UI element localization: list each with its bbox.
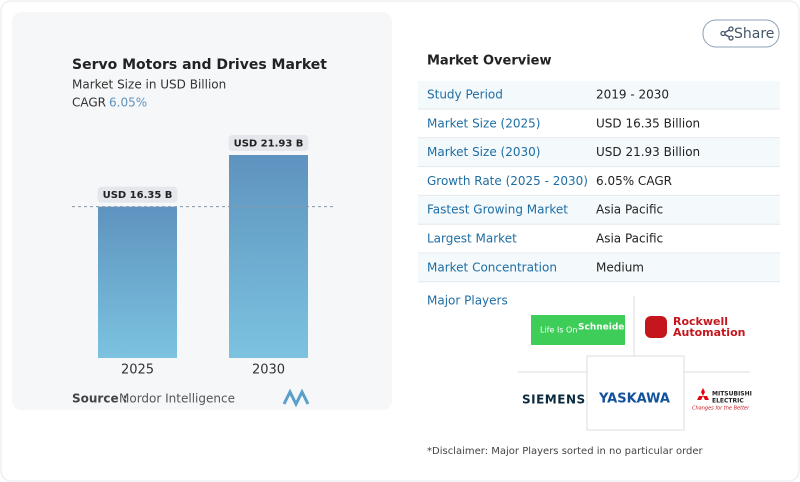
row-value: 6.05% CAGR <box>596 174 672 188</box>
row-label: Market Size (2025) <box>427 116 540 130</box>
logo-text: MITSUBISHI <box>712 391 752 398</box>
overview-title: Market Overview <box>427 54 551 69</box>
row-label: Market Size (2030) <box>427 145 540 159</box>
value-label: USD 16.35 B <box>103 190 173 201</box>
share-button[interactable] <box>702 19 780 48</box>
row-value: USD 21.93 Billion <box>596 145 700 159</box>
logo-text: Changes for the Better <box>692 406 750 412</box>
chart-subtitle: Market Size in USD Billion <box>72 78 226 92</box>
row-bg <box>418 81 780 109</box>
row-value: Medium <box>596 260 644 274</box>
players-title: Major Players <box>427 294 508 308</box>
mitsubishi-mark <box>697 388 709 400</box>
row-value: USD 16.35 Billion <box>596 116 700 130</box>
row-label: Study Period <box>427 88 503 102</box>
logo-text: Automation <box>673 326 745 339</box>
source-label: Source : <box>72 392 128 406</box>
brand-logo <box>282 388 310 408</box>
logo-text: Schneider <box>578 323 629 333</box>
row-label: Growth Rate (2025 - 2030) <box>427 174 588 188</box>
x-tick-label: 2030 <box>252 363 285 378</box>
logo-box <box>531 315 625 345</box>
bar <box>98 206 177 358</box>
cagr-value: 6.05% <box>109 96 147 110</box>
disclaimer: *Disclaimer: Major Players sorted in no … <box>427 446 704 457</box>
row-label: Largest Market <box>427 232 517 246</box>
row-bg <box>418 196 780 225</box>
row-bg <box>418 138 780 167</box>
row-bg <box>418 253 780 282</box>
logo-text: Rockwell <box>673 315 728 328</box>
x-tick-label: 2025 <box>121 363 154 378</box>
share-icon <box>720 26 734 41</box>
row-label: Fastest Growing Market <box>427 203 568 217</box>
value-badge <box>97 186 178 203</box>
source-text: Mordor Intelligence <box>119 392 235 406</box>
row-value: Asia Pacific <box>596 203 663 217</box>
chart-title: Servo Motors and Drives Market <box>72 57 327 73</box>
logo-frame <box>586 355 685 431</box>
logo-text: ELECTRIC <box>712 398 744 405</box>
share-label[interactable]: Share <box>734 26 774 42</box>
row-value: Asia Pacific <box>596 232 663 246</box>
row-value: 2019 - 2030 <box>596 88 669 102</box>
cagr-label: CAGR <box>72 96 106 110</box>
row-bg <box>418 225 780 253</box>
bar <box>229 155 308 358</box>
logo-badge <box>645 316 667 338</box>
row-label: Market Concentration <box>427 260 557 274</box>
value-label: USD 21.93 B <box>234 139 304 150</box>
logo-text: YASKAWA <box>598 392 670 407</box>
value-badge <box>228 135 309 151</box>
logo-text: Life Is On <box>540 326 577 335</box>
row-bg <box>418 167 780 196</box>
row-bg <box>418 109 780 138</box>
logo-text: SIEMENS <box>522 393 586 407</box>
